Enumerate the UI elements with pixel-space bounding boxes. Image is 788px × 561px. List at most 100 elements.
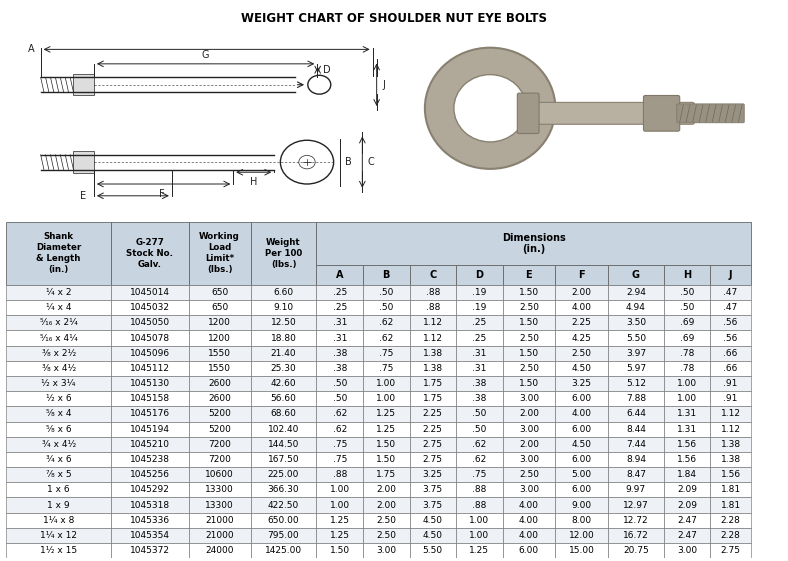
FancyBboxPatch shape bbox=[527, 102, 694, 124]
Bar bbox=[556, 376, 608, 391]
Text: 2.75: 2.75 bbox=[423, 440, 443, 449]
Bar bbox=[251, 452, 317, 467]
Bar bbox=[503, 467, 556, 482]
Bar bbox=[710, 467, 751, 482]
Text: 1045292: 1045292 bbox=[130, 485, 169, 494]
Bar bbox=[188, 543, 251, 558]
Text: .56: .56 bbox=[723, 318, 738, 327]
Text: 6.60: 6.60 bbox=[273, 288, 294, 297]
Bar bbox=[556, 421, 608, 436]
Bar bbox=[710, 285, 751, 300]
Bar bbox=[663, 265, 710, 285]
Bar bbox=[503, 498, 556, 513]
Text: 3.75: 3.75 bbox=[422, 500, 443, 509]
Bar bbox=[663, 498, 710, 513]
Bar bbox=[556, 265, 608, 285]
Bar bbox=[363, 513, 410, 528]
Bar bbox=[6, 391, 111, 406]
Bar bbox=[608, 452, 663, 467]
Bar bbox=[710, 543, 751, 558]
Text: 6.44: 6.44 bbox=[626, 410, 646, 419]
Text: .50: .50 bbox=[472, 410, 486, 419]
Text: .62: .62 bbox=[472, 440, 486, 449]
Text: 9.97: 9.97 bbox=[626, 485, 646, 494]
Text: 1.81: 1.81 bbox=[720, 485, 741, 494]
Text: 4.50: 4.50 bbox=[571, 364, 592, 373]
Text: 8.94: 8.94 bbox=[626, 455, 646, 464]
Bar bbox=[410, 330, 456, 346]
Text: 6.00: 6.00 bbox=[571, 394, 592, 403]
Bar bbox=[410, 436, 456, 452]
Text: 21000: 21000 bbox=[205, 516, 234, 525]
Bar bbox=[363, 346, 410, 361]
Bar bbox=[188, 513, 251, 528]
Bar bbox=[111, 528, 188, 543]
Bar bbox=[6, 528, 111, 543]
Bar bbox=[456, 265, 503, 285]
Text: 1.50: 1.50 bbox=[376, 455, 396, 464]
Text: 1.12: 1.12 bbox=[423, 318, 443, 327]
Text: E: E bbox=[526, 270, 532, 280]
Text: .31: .31 bbox=[472, 364, 486, 373]
Bar bbox=[6, 498, 111, 513]
Bar bbox=[608, 436, 663, 452]
Text: 1045238: 1045238 bbox=[130, 455, 169, 464]
Bar bbox=[710, 482, 751, 498]
Bar bbox=[363, 482, 410, 498]
Bar bbox=[710, 300, 751, 315]
Text: 12.72: 12.72 bbox=[623, 516, 649, 525]
Bar bbox=[188, 498, 251, 513]
Text: 2.50: 2.50 bbox=[519, 364, 539, 373]
Bar bbox=[608, 467, 663, 482]
Text: 1045158: 1045158 bbox=[130, 394, 170, 403]
Text: B: B bbox=[382, 270, 390, 280]
Bar bbox=[663, 528, 710, 543]
Text: 2.75: 2.75 bbox=[423, 455, 443, 464]
Bar bbox=[663, 376, 710, 391]
Bar bbox=[6, 361, 111, 376]
Bar bbox=[251, 482, 317, 498]
Text: 1.56: 1.56 bbox=[677, 455, 697, 464]
Bar bbox=[363, 300, 410, 315]
Bar bbox=[710, 361, 751, 376]
Text: .47: .47 bbox=[723, 288, 738, 297]
Bar bbox=[556, 436, 608, 452]
Bar bbox=[456, 467, 503, 482]
Text: .91: .91 bbox=[723, 379, 738, 388]
Bar bbox=[663, 482, 710, 498]
Text: .88: .88 bbox=[426, 303, 440, 312]
Text: 15.00: 15.00 bbox=[569, 546, 595, 555]
Bar bbox=[663, 467, 710, 482]
Text: 1.00: 1.00 bbox=[376, 394, 396, 403]
Bar bbox=[317, 300, 363, 315]
Bar bbox=[363, 406, 410, 421]
Text: 1.50: 1.50 bbox=[519, 349, 539, 358]
Bar bbox=[710, 315, 751, 330]
Text: 650: 650 bbox=[211, 303, 229, 312]
Bar bbox=[188, 300, 251, 315]
Bar bbox=[556, 330, 608, 346]
Bar bbox=[317, 315, 363, 330]
Text: 1045096: 1045096 bbox=[130, 349, 170, 358]
Text: 3.97: 3.97 bbox=[626, 349, 646, 358]
Text: 25.30: 25.30 bbox=[270, 364, 296, 373]
Text: 5.00: 5.00 bbox=[571, 470, 592, 479]
Text: 1045354: 1045354 bbox=[130, 531, 169, 540]
Text: 1.31: 1.31 bbox=[677, 425, 697, 434]
Bar bbox=[456, 346, 503, 361]
Text: 2.50: 2.50 bbox=[519, 334, 539, 343]
Text: 795.00: 795.00 bbox=[268, 531, 299, 540]
Text: 6.00: 6.00 bbox=[571, 425, 592, 434]
Bar bbox=[363, 543, 410, 558]
Text: 1.25: 1.25 bbox=[329, 531, 350, 540]
Text: 7.88: 7.88 bbox=[626, 394, 646, 403]
Bar bbox=[363, 498, 410, 513]
Text: A: A bbox=[336, 270, 344, 280]
Bar bbox=[111, 222, 188, 285]
Bar bbox=[188, 346, 251, 361]
Bar bbox=[556, 315, 608, 330]
Text: G: G bbox=[632, 270, 640, 280]
Text: .62: .62 bbox=[333, 410, 347, 419]
Text: 3.00: 3.00 bbox=[519, 485, 539, 494]
Bar bbox=[556, 498, 608, 513]
